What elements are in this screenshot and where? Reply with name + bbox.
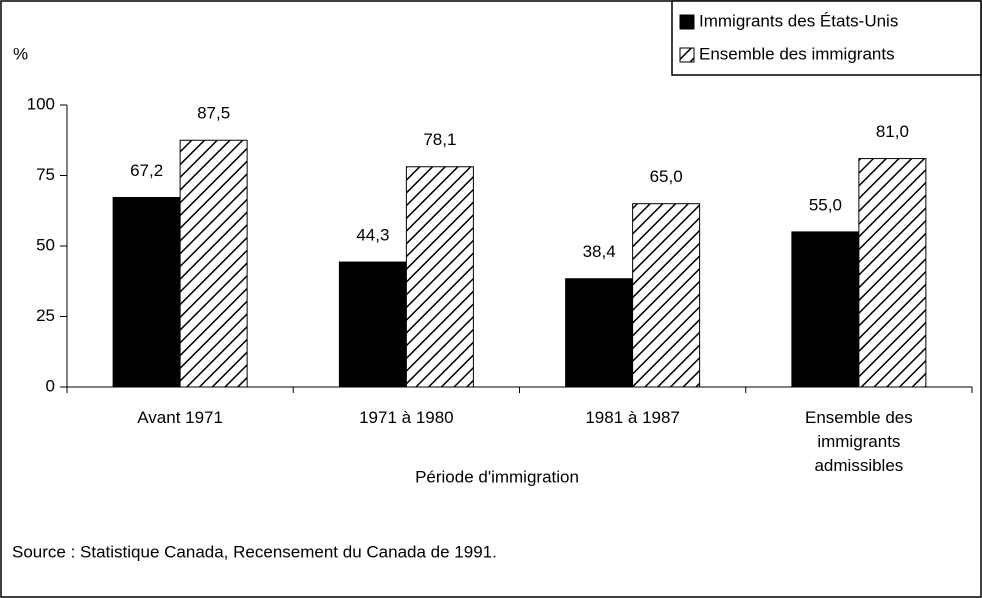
- legend-label: Immigrants des États-Unis: [699, 11, 898, 30]
- x-tick-label: 1971 à 1980: [359, 408, 454, 427]
- y-tick-label: 0: [46, 376, 55, 395]
- legend-swatch: [679, 14, 695, 30]
- x-axis-label: Période d'immigration: [415, 467, 579, 486]
- bar: [632, 203, 701, 388]
- y-axis-label: %: [13, 44, 28, 63]
- bar: [858, 158, 927, 388]
- y-tick-label: 100: [27, 94, 55, 113]
- bar: [791, 231, 860, 388]
- bar: [112, 196, 181, 388]
- data-label: 44,3: [356, 226, 389, 245]
- legend-label: Ensemble des immigrants: [699, 44, 895, 63]
- data-label: 55,0: [809, 195, 842, 214]
- data-label: 78,1: [423, 130, 456, 149]
- x-tick-label: Avant 1971: [137, 408, 223, 427]
- bar: [338, 261, 407, 388]
- bar: [179, 139, 248, 388]
- legend-box: [671, 0, 982, 76]
- bar: [405, 166, 474, 388]
- data-label: 67,2: [130, 161, 163, 180]
- data-label: 81,0: [876, 122, 909, 141]
- data-label: 87,5: [197, 104, 230, 123]
- data-label: 65,0: [650, 167, 683, 186]
- source: Source : Statistique Canada, Recensement…: [12, 542, 497, 561]
- x-tick-label: 1981 à 1987: [585, 408, 680, 427]
- y-tick-label: 75: [36, 165, 55, 184]
- y-tick-label: 50: [36, 235, 55, 254]
- y-tick-label: 25: [36, 306, 55, 325]
- data-label: 38,4: [583, 242, 616, 261]
- x-tick-label: Ensemble des immigrants admissibles: [805, 408, 913, 475]
- bar: [565, 278, 634, 388]
- legend-swatch: [679, 47, 695, 63]
